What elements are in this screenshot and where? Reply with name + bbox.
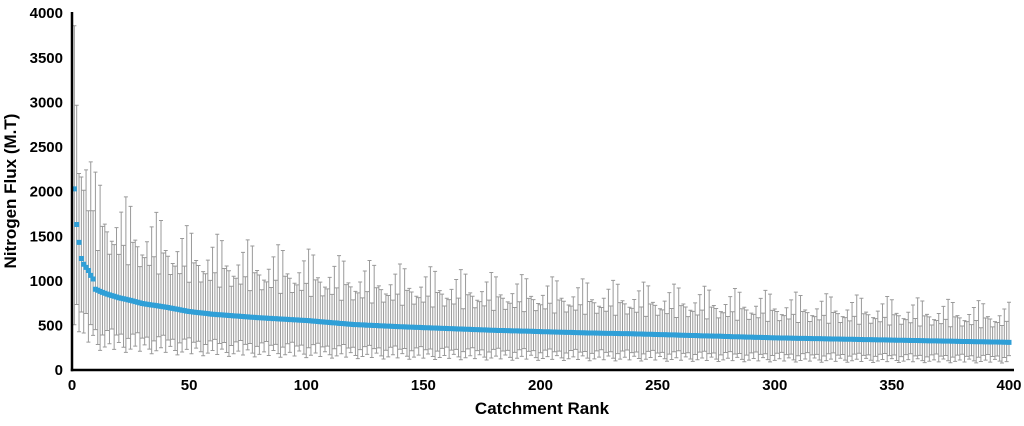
x-tick-label: 150: [411, 377, 436, 394]
x-tick-label: 300: [762, 377, 787, 394]
x-tick-label: 200: [528, 377, 553, 394]
y-tick-label: 3500: [30, 50, 63, 67]
x-tick-label: 0: [68, 377, 76, 394]
y-axis-title: Nitrogen Flux (M.T): [1, 114, 20, 269]
y-tick-label: 3000: [30, 95, 63, 112]
x-tick-label: 350: [879, 377, 904, 394]
x-axis-title: Catchment Rank: [475, 399, 610, 418]
y-axis-tick-labels: 0 500 1000 1500 2000 2500 3000 3500 4000: [30, 5, 63, 379]
y-tick-label: 1000: [30, 273, 63, 290]
x-tick-label: 50: [181, 377, 198, 394]
y-tick-label: 2500: [30, 139, 63, 156]
x-tick-label: 250: [645, 377, 670, 394]
y-tick-label: 2000: [30, 184, 63, 201]
y-tick-label: 1500: [30, 228, 63, 245]
x-tick-label: 400: [996, 377, 1021, 394]
y-tick-label: 500: [38, 318, 63, 335]
x-tick-label: 100: [294, 377, 319, 394]
y-tick-label: 4000: [30, 5, 63, 22]
y-tick-label: 0: [55, 362, 63, 379]
x-axis-tick-labels: 0 50 100 150 200 250 300 350 400: [68, 377, 1022, 394]
